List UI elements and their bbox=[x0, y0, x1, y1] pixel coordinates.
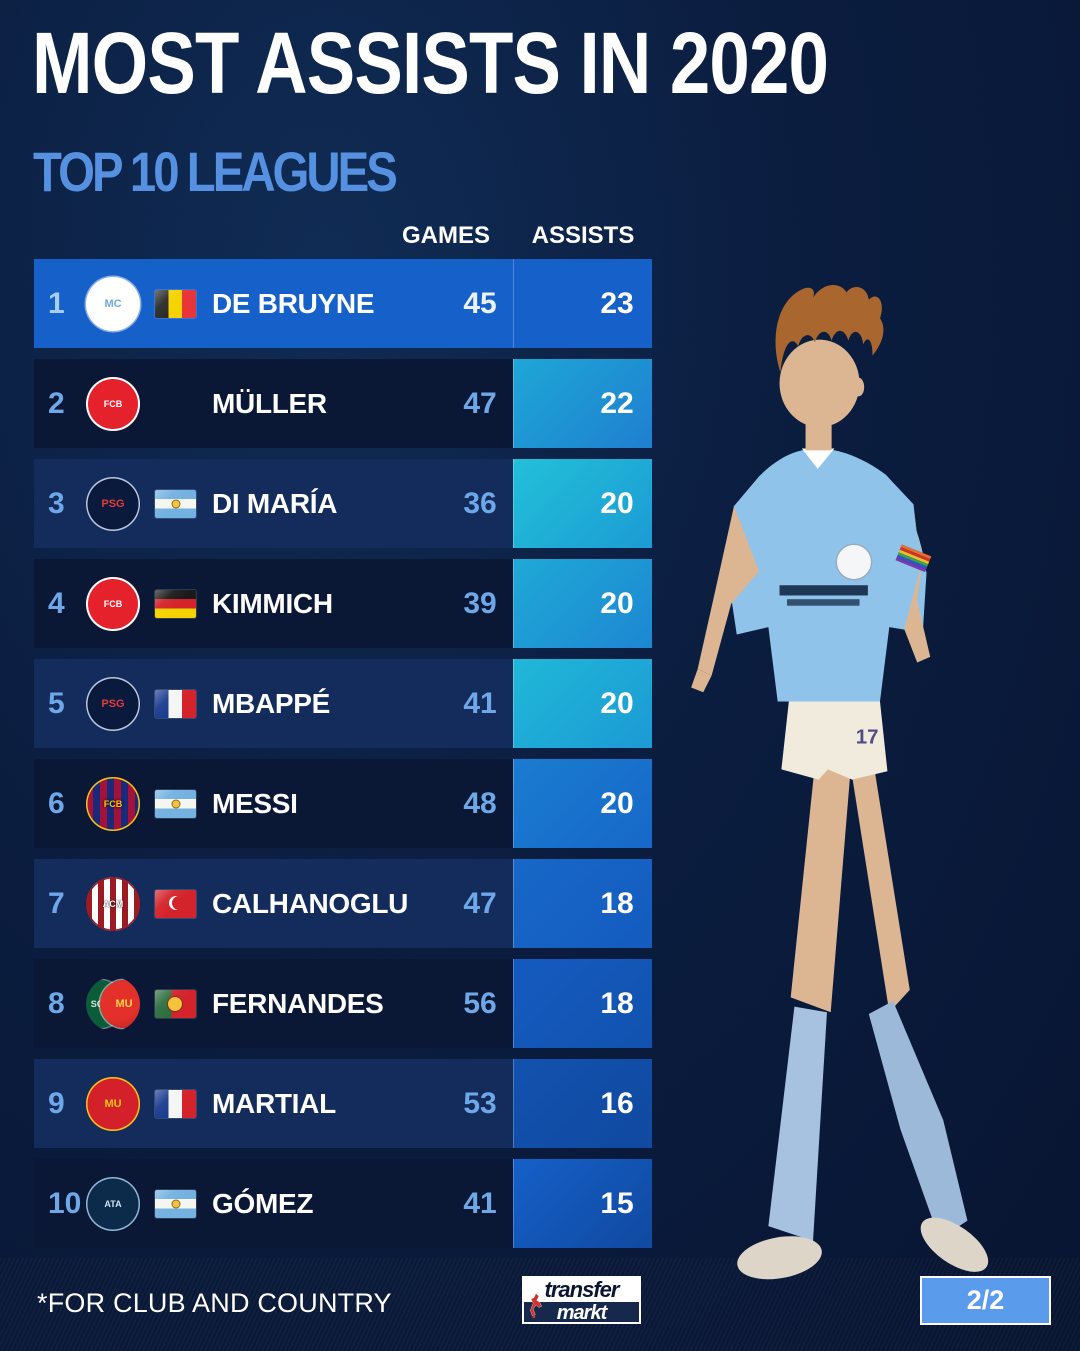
svg-text:17: 17 bbox=[856, 725, 879, 748]
